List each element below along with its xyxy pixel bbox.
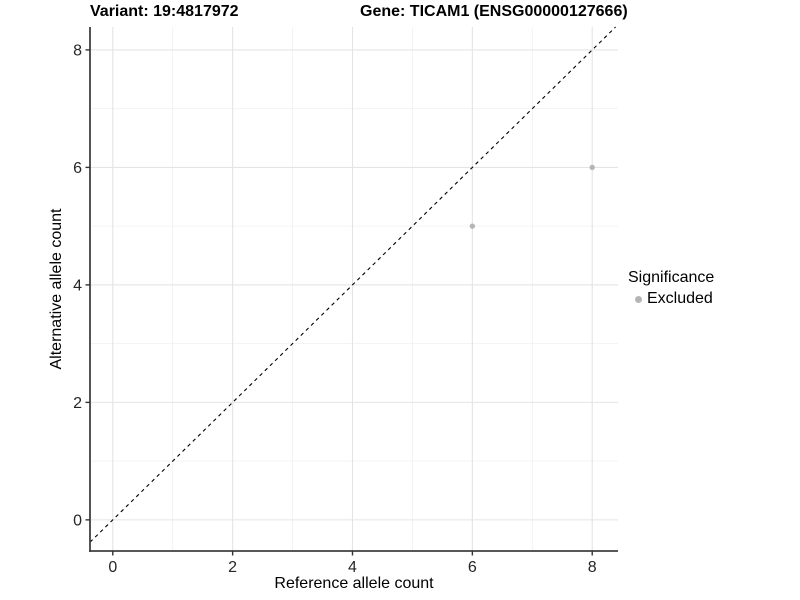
- tick-marks: [85, 49, 593, 556]
- data-points: [469, 164, 595, 229]
- x-tick-label: 8: [588, 559, 597, 576]
- y-tick-label: 4: [73, 277, 82, 294]
- y-axis-title: Alternative allele count: [48, 208, 65, 370]
- legend: Significance Excluded: [628, 269, 714, 308]
- legend-item: Excluded: [628, 290, 714, 308]
- y-tick-label: 8: [73, 42, 82, 59]
- x-tick-label: 0: [108, 559, 117, 576]
- y-tick-labels: 0 2 4 6 8: [73, 42, 82, 529]
- x-axis-title: Reference allele count: [274, 575, 434, 592]
- legend-key-dot-icon: [635, 295, 642, 303]
- y-tick-label: 2: [73, 395, 82, 412]
- variant-title: Variant: 19:4817972: [90, 3, 239, 20]
- minor-gridlines: [90, 27, 618, 551]
- major-gridlines: [90, 27, 618, 551]
- x-tick-label: 2: [228, 559, 237, 576]
- data-point: [589, 164, 595, 171]
- y-tick-label: 6: [73, 160, 82, 177]
- x-tick-label: 6: [468, 559, 477, 576]
- data-point: [469, 223, 476, 229]
- y-tick-label: 0: [73, 512, 82, 529]
- legend-title: Significance: [628, 269, 715, 286]
- identity-line: [89, 26, 616, 543]
- x-tick-labels: 0 2 4 6 8: [108, 559, 596, 576]
- legend-item-label: Excluded: [647, 290, 713, 307]
- x-tick-label: 4: [348, 559, 357, 576]
- gene-title: Gene: TICAM1 (ENSG00000127666): [360, 3, 628, 20]
